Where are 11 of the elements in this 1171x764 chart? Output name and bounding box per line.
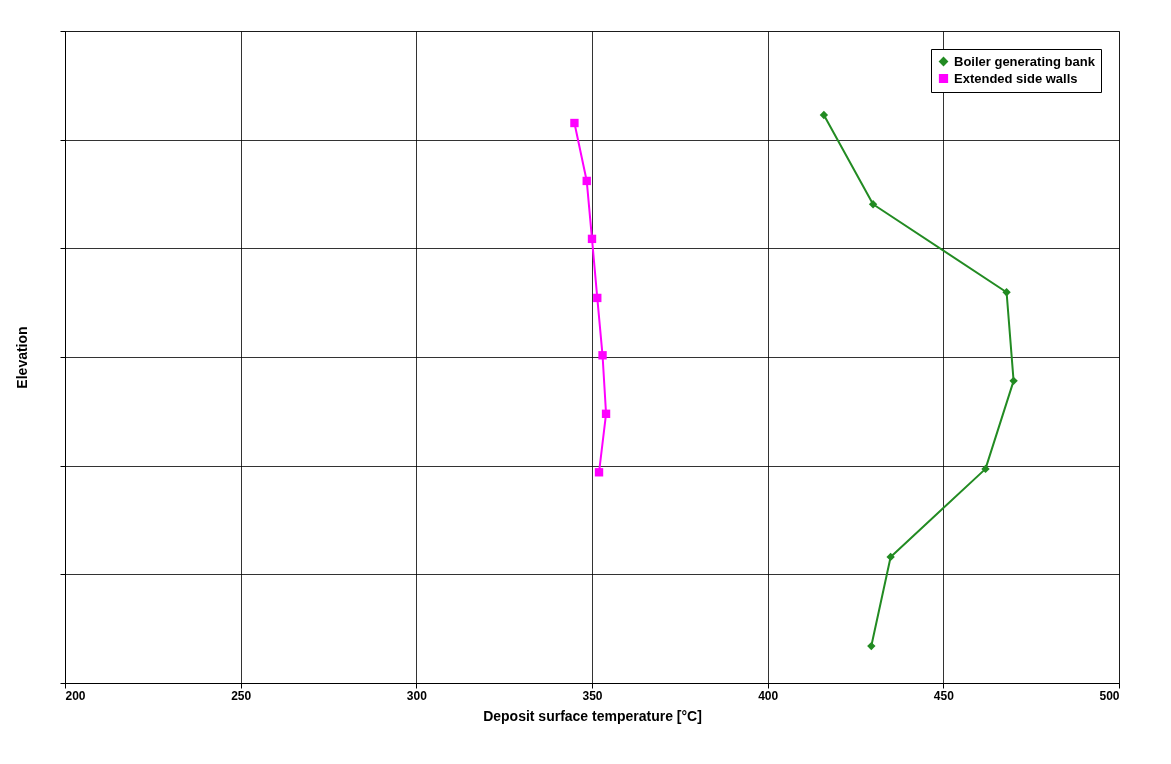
x-tick-label: 350	[582, 688, 603, 703]
x-tick-label: 500	[1099, 688, 1120, 703]
x-tick-label: 400	[758, 688, 779, 703]
x-axis-title: Deposit surface temperature [°C]	[483, 707, 702, 724]
x-tick-label: 300	[406, 688, 428, 703]
y-axis-title: Elevation	[14, 326, 30, 389]
x-tick-label: 450	[933, 688, 955, 703]
legend-label: Boiler generating bank	[954, 53, 1096, 69]
legend-label: Extended side walls	[954, 70, 1078, 86]
x-tick-label: 200	[65, 688, 86, 703]
x-tick-label: 250	[231, 688, 252, 703]
